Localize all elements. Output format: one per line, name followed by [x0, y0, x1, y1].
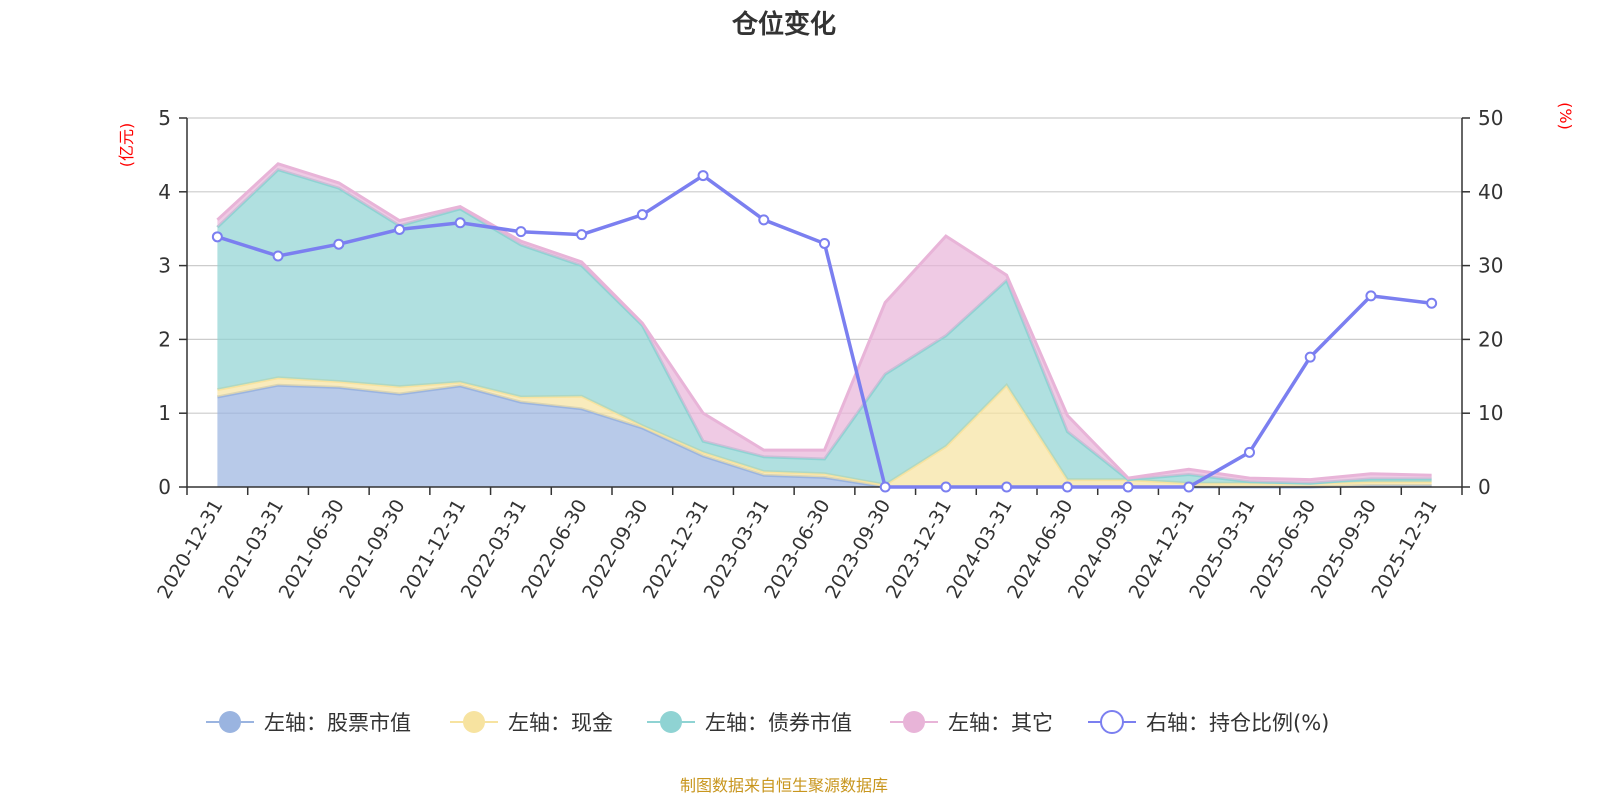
- ratio-point: [636, 209, 648, 221]
- ratio-point: [1122, 481, 1134, 493]
- right-tick-label: 40: [1478, 180, 1503, 204]
- ratio-point: [454, 217, 466, 229]
- ratio-point: [940, 481, 952, 493]
- legend-label: 左轴：其它: [948, 711, 1053, 735]
- ratio-point: [272, 250, 284, 262]
- ratio-point: [1304, 351, 1316, 363]
- right-tick-label: 0: [1478, 475, 1491, 499]
- area-edge-other: [216, 162, 1432, 482]
- ratio-point: [515, 226, 527, 238]
- left-tick-label: 3: [158, 254, 171, 278]
- left-tick-label: 2: [158, 327, 171, 351]
- legend-label: 左轴：现金: [508, 711, 613, 735]
- legend-swatch-marker: [1100, 710, 1124, 734]
- left-tick-label: 4: [158, 180, 171, 204]
- ratio-point: [1426, 297, 1438, 309]
- ratio-point: [819, 237, 830, 249]
- legend-swatch-marker: [463, 711, 485, 733]
- left-tick-label: 1: [158, 401, 171, 425]
- legend: 左轴：股票市值 左轴：现金 左轴：债券市值 左轴：其它 右轴：持仓比例(%): [206, 710, 1329, 735]
- legend-swatch-marker: [219, 711, 241, 733]
- legend-swatch-marker: [660, 711, 682, 733]
- area-other: [217, 163, 1432, 484]
- ratio-line: [211, 170, 1438, 493]
- ratio-point: [1061, 481, 1073, 493]
- area-stock: [217, 385, 1432, 487]
- ratio-point: [211, 231, 223, 243]
- ratio-point: [1001, 481, 1013, 493]
- ratio-point: [333, 238, 345, 250]
- right-tick-label: 10: [1478, 401, 1503, 425]
- stacked-areas: [216, 162, 1432, 489]
- ratio-point: [576, 229, 588, 241]
- ratio-point: [697, 170, 709, 182]
- area-bond: [217, 169, 1432, 485]
- legend-label: 左轴：债券市值: [705, 711, 852, 735]
- right-tick-label: 30: [1478, 254, 1503, 278]
- legend-swatch-marker: [903, 711, 925, 733]
- right-tick-label: 20: [1478, 327, 1503, 351]
- left-axis-unit-label: (亿元): [117, 123, 136, 168]
- right-axis-unit-label: (%): [1556, 102, 1575, 130]
- left-tick-label: 5: [158, 106, 171, 130]
- left-axis-unit: (亿元): [117, 123, 136, 168]
- left-tick-label: 0: [158, 475, 171, 499]
- ratio-point: [394, 223, 405, 235]
- ratio-point: [879, 481, 891, 493]
- x-tick-label: 2025-12-31: [1367, 496, 1441, 603]
- ratio-point: [1244, 446, 1255, 458]
- legend-label: 左轴：股票市值: [264, 711, 411, 735]
- chart-title: 仓位变化: [731, 9, 836, 40]
- data-source-note: 制图数据来自恒生聚源数据库: [680, 776, 888, 795]
- ratio-point: [758, 214, 770, 226]
- ratio-point: [1183, 481, 1195, 493]
- legend-label: 右轴：持仓比例(%): [1146, 711, 1329, 735]
- right-axis-unit: (%): [1556, 102, 1575, 130]
- ratio-point: [1365, 290, 1377, 302]
- right-tick-label: 50: [1478, 106, 1503, 130]
